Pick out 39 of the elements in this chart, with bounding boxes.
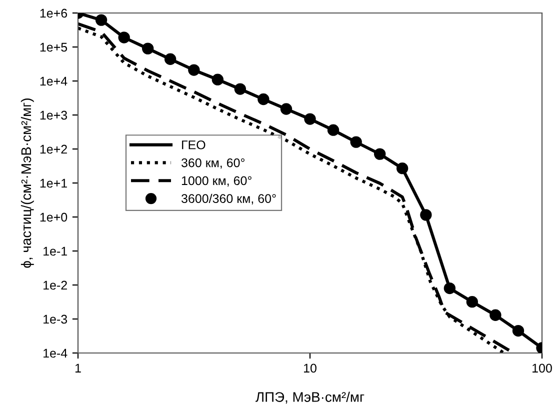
y-tick-label: 1e-3 (44, 314, 68, 324)
point (188, 64, 200, 76)
point (490, 309, 502, 321)
x-tick-label: 1 (75, 364, 81, 372)
legend-label: 3600/360 км, 60° (181, 194, 276, 204)
y-tick-label: 1e+5 (40, 42, 68, 52)
point (280, 103, 292, 115)
point (374, 148, 386, 160)
y-tick-label: 1e+3 (40, 110, 68, 120)
point (212, 74, 224, 86)
y-tick-label: 1e+2 (40, 144, 67, 154)
point (420, 209, 432, 221)
point (118, 32, 130, 44)
point (304, 113, 316, 125)
y-tick-label: 1e-2 (44, 280, 67, 290)
y-tick-label: 1e+0 (40, 212, 68, 222)
point (512, 324, 524, 337)
legend-label: 1000 км, 60° (182, 176, 252, 187)
point (95, 14, 108, 26)
legend-label: 360 км, 60° (181, 158, 244, 169)
y-tick-label: 1e-4 (44, 348, 68, 358)
x-tick-label: 10 (304, 364, 316, 373)
y-axis-title: ϕ, частиц/(см²·МэВ·см²/мг) (20, 98, 34, 268)
y-tick-label: 1e+1 (40, 178, 67, 188)
point (234, 83, 246, 95)
point (327, 124, 340, 136)
point (466, 296, 478, 308)
point (258, 93, 270, 106)
legend-label: ГЕО (182, 140, 206, 150)
y-tick-label: 1e-1 (44, 246, 67, 256)
y-tick-label: 1e+6 (40, 8, 68, 18)
point (142, 42, 154, 54)
y-tick-label: 1e+4 (40, 76, 68, 86)
point (350, 136, 362, 148)
x-axis-title: ЛПЭ, МэВ·см²/мг (256, 392, 364, 404)
x-tick-label: 100 (532, 364, 552, 373)
point (164, 53, 176, 65)
point (396, 162, 408, 174)
point (444, 282, 456, 294)
